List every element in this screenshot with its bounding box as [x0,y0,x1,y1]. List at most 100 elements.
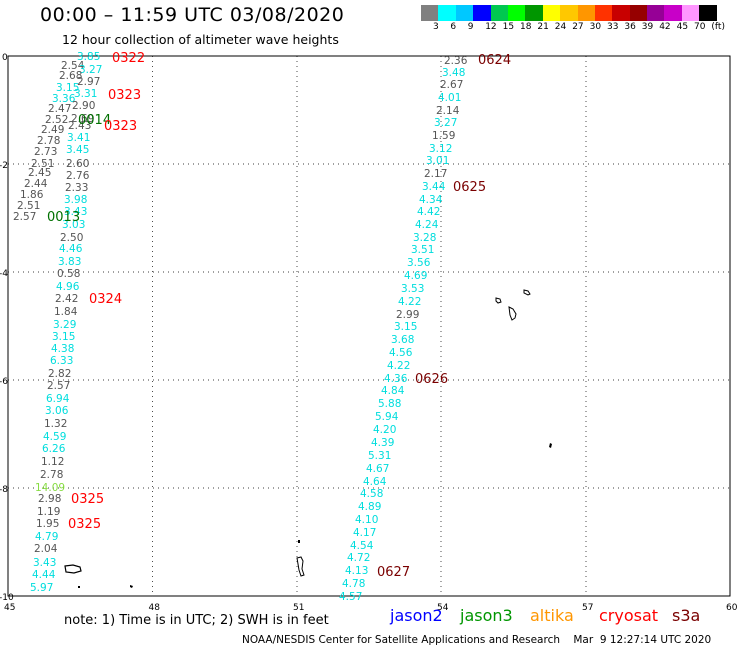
wave-height-value: 6.26 [42,443,66,455]
pass-time-label: 0323 [104,119,137,134]
islands [64,289,552,588]
wave-height-value: 2.67 [440,79,463,91]
wave-height-value: 6.33 [50,355,73,367]
scale-label: 3 [433,22,439,32]
scale-swatch [542,5,561,21]
scale-label: 12 [485,22,497,32]
wave-height-value: 3.06 [45,405,69,417]
wave-height-value: 2.47 [48,103,71,115]
wave-height-value: 4.84 [381,385,405,397]
wave-height-value: 2.45 [28,167,51,179]
wave-height-value: 4.24 [415,219,439,231]
wave-height-value: 2.49 [41,124,64,136]
wave-height-value: 3.68 [391,334,414,346]
pass-time-label: 0324 [89,292,122,307]
wave-height-value: 4.46 [59,243,83,255]
wave-height-value: 4.10 [355,514,378,526]
wave-height-value: 2.78 [40,469,63,481]
wave-height-value: 4.57 [339,591,362,603]
wave-height-value: 4.56 [389,347,413,359]
pass-time-label: 0013 [47,210,80,225]
wave-height-value: 2.60 [66,158,89,170]
wave-height-value: 4.22 [387,360,410,372]
island-bird [523,289,531,296]
scale-swatch [681,5,700,21]
wave-height-value: 3.43 [33,557,56,569]
scale-swatch [560,5,578,21]
wave-height-value: 2.73 [34,146,57,158]
scale-label: 18 [520,22,532,32]
wave-height-value: 3.01 [426,155,449,167]
wave-height-value: 3.98 [64,194,87,206]
wave-height-value: 5.88 [378,398,401,410]
wave-height-value: 3.43 [64,206,87,218]
x-tick-label: 48 [149,603,161,613]
scale-label: 39 [641,22,654,32]
units-note: note: 1) Time is in UTC; 2) SWH is in fe… [64,613,329,628]
scale-label: 33 [607,22,619,32]
scale-label: 15 [502,22,515,32]
wave-height-value: 3.85 [77,51,100,63]
wave-height-value: 1.59 [432,130,455,142]
scale-swatch [594,5,613,21]
pass-time-label: 0627 [377,565,410,580]
wave-height-value: 3.51 [411,244,434,256]
y-tick-label: -8 [0,485,8,495]
wave-height-value: 1.32 [44,418,67,430]
wave-height-value: 1.95 [36,518,59,530]
island-mahe [508,306,517,321]
scale-swatch [507,5,526,21]
x-tick-label: 45 [4,603,15,613]
wave-height-value: 4.96 [56,281,80,293]
scale-swatch [664,5,682,21]
scale-label: 42 [659,22,671,32]
pass-time-label: 0625 [453,180,486,195]
wave-height-value: 6.94 [46,393,70,405]
satellite-legend-item: jason3 [460,606,513,625]
scale-label: 9 [467,22,474,32]
wave-height-value: 2.33 [65,182,88,194]
track-right: 2.363.482.674.012.143.271.593.123.012.17… [339,55,468,603]
satellite-legend-item: altika [530,606,574,625]
map-subtitle: 12 hour collection of altimeter wave hei… [62,32,339,47]
wave-height-value: 4.17 [353,527,376,539]
wave-height-value: 2.82 [48,368,71,380]
wave-height-value: 3.03 [62,219,85,231]
pass-time-label: 0626 [415,372,448,387]
wave-height-value: 4.22 [398,296,421,308]
satellite-legend-item: s3a [672,606,701,625]
wave-height-value: 3.12 [429,143,452,155]
x-tick-label: 60 [726,603,738,613]
scale-swatch [577,5,595,21]
axis-labels: 45 48 51 54 57 60 0 -2 -4 -6 -8 -10 [0,53,738,613]
scale-label: 21 [537,22,549,32]
y-tick-label: 0 [2,53,8,63]
scale-swatch [647,5,665,21]
wave-height-value: 2.99 [396,309,419,321]
wave-height-value: 2.57 [13,211,36,223]
pass-time-label: 0014 [78,113,111,128]
wave-height-value: 2.50 [60,232,83,244]
scale-label: 30 [589,22,602,32]
wave-height-value: 3.53 [401,283,424,295]
y-tick-label: -4 [0,269,8,279]
x-tick-label: 51 [293,603,304,613]
pass-time-label: 0323 [108,88,141,103]
wave-height-value: 1.12 [41,456,64,468]
pass-time-label: 0325 [71,492,104,507]
wave-height-value: 3.45 [66,144,89,156]
map-grid [7,55,731,597]
scale-swatch [421,5,439,21]
wave-height-value: 2.98 [38,493,61,505]
wave-height-value: 4.20 [373,424,396,436]
scale-label: 27 [572,22,584,32]
scale-swatch [525,5,543,21]
scale-swatch [473,5,491,21]
wave-height-value: 2.51 [17,200,40,212]
scale-label: 70 [694,22,706,32]
wave-height-value: 3.28 [413,232,436,244]
wave-height-value: 3.27 [79,64,102,76]
wave-height-value: 3.15 [394,321,417,333]
wave-height-value: 0.58 [57,268,80,280]
scale-swatch [629,5,648,21]
